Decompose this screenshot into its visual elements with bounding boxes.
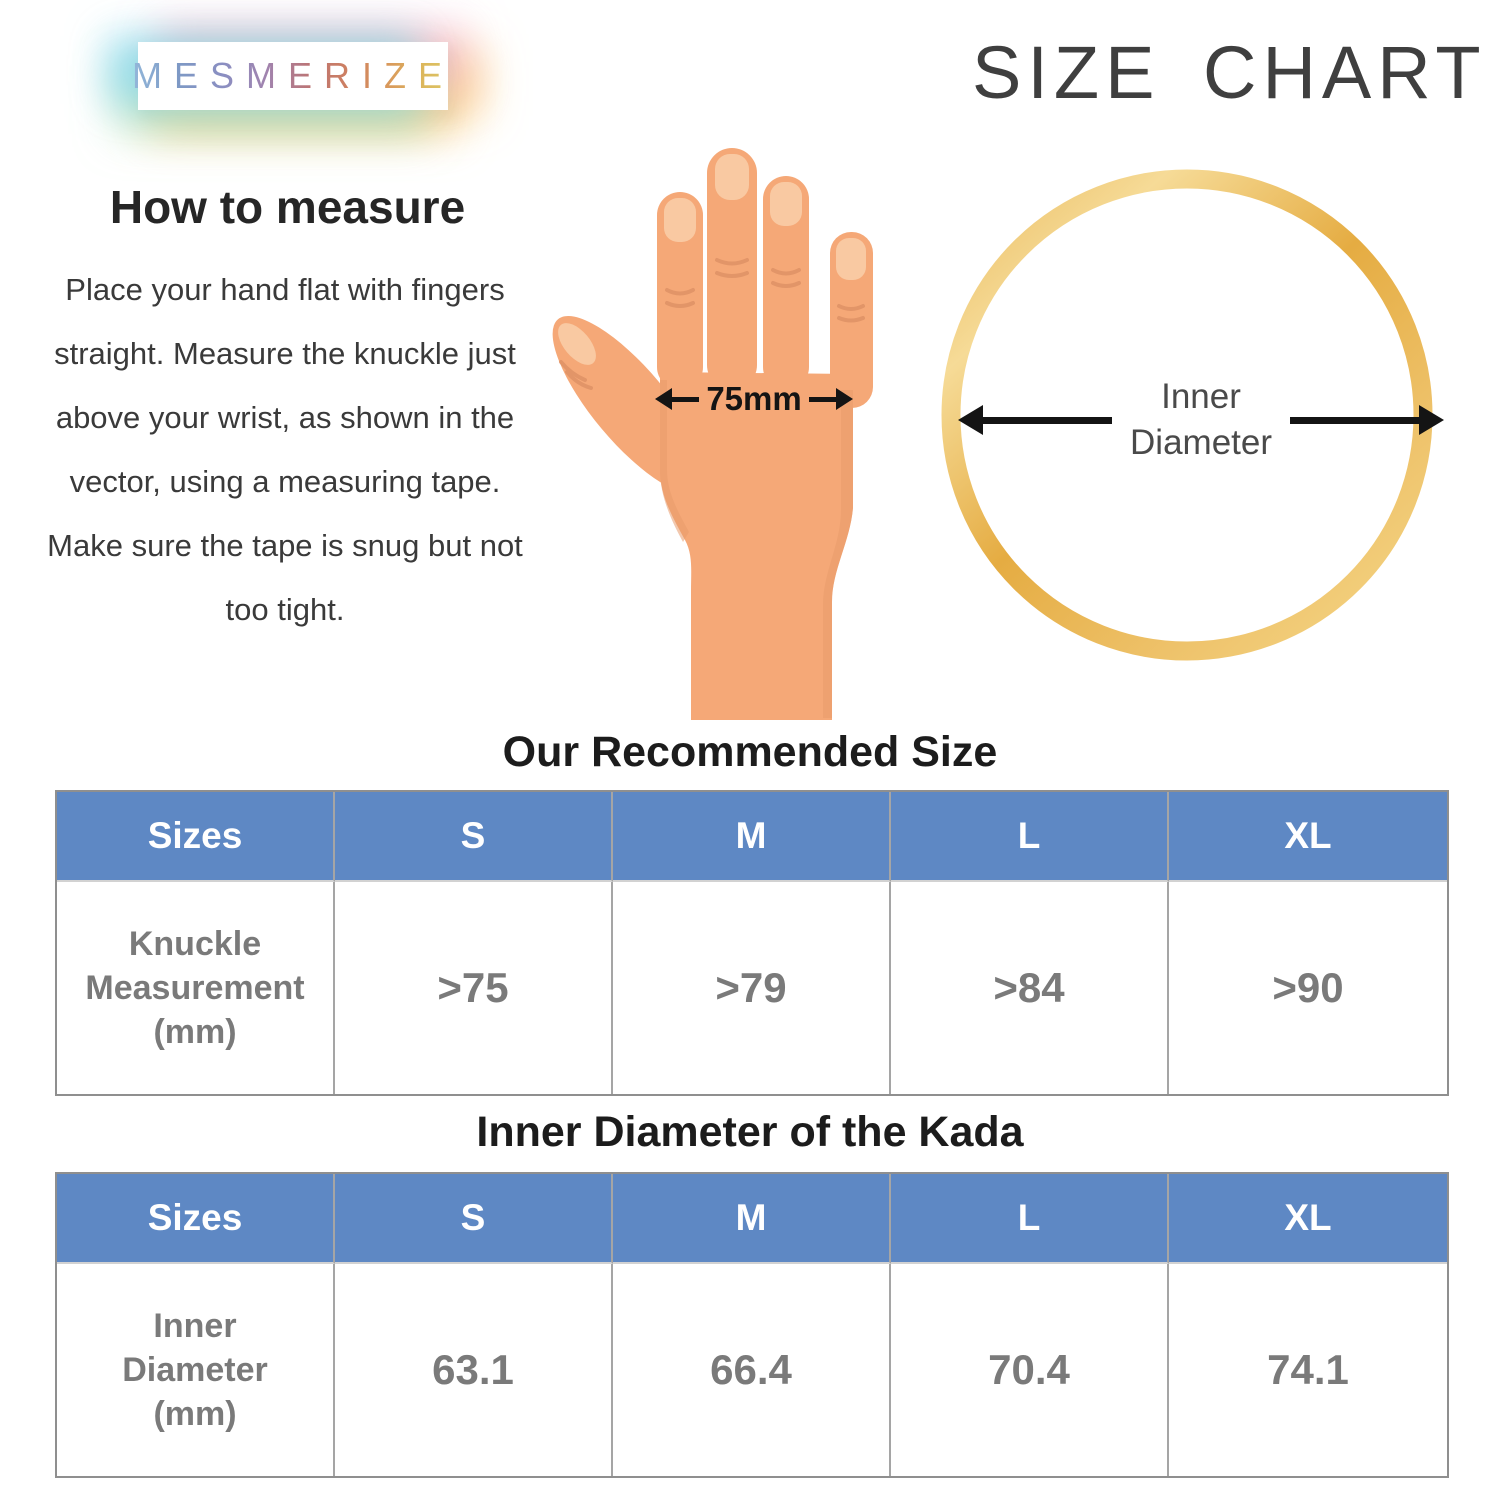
column-header: L [891, 1174, 1169, 1264]
table-cell: 70.4 [891, 1264, 1169, 1476]
hand-nails [558, 154, 866, 365]
inner-diameter-title: Inner Diameter of the Kada [476, 1108, 1024, 1156]
column-header: S [335, 1174, 613, 1264]
column-header: M [613, 792, 891, 882]
brand-logo-text: MESMERIZE [132, 55, 455, 96]
inner-diameter-label: Inner Diameter [1130, 377, 1272, 462]
knuckle-width-label: 75mm [706, 380, 802, 417]
table-cell: 66.4 [613, 1264, 891, 1476]
row-label: Inner Diameter (mm) [57, 1264, 335, 1476]
table-cell: >79 [613, 882, 891, 1094]
table-cell: >75 [335, 882, 613, 1094]
column-header: L [891, 792, 1169, 882]
column-header: XL [1169, 792, 1447, 882]
brand-logo: MESMERIZE [132, 42, 448, 110]
column-header: XL [1169, 1174, 1447, 1264]
arrow-right-icon [836, 388, 854, 410]
column-header: Sizes [57, 1174, 335, 1264]
recommended-size-title: Our Recommended Size [502, 728, 998, 776]
row-label: Knuckle Measurement (mm) [57, 882, 335, 1094]
column-header: Sizes [57, 792, 335, 882]
inner-diameter-table: Sizes S M L XL Inner Diameter (mm) 63.1 … [55, 1172, 1449, 1478]
page-title: SIZE CHART [972, 31, 1487, 114]
column-header: M [613, 1174, 891, 1264]
how-to-measure-heading: How to measure [109, 181, 466, 233]
arrow-left-icon [655, 388, 672, 410]
table-cell: >84 [891, 882, 1169, 1094]
table-cell: 63.1 [335, 1264, 613, 1476]
arrow-right-icon [1419, 405, 1445, 435]
hand-illustration [552, 148, 873, 720]
hand-shading [660, 380, 853, 718]
recommended-size-table: Sizes S M L XL Knuckle Measurement (mm) … [55, 790, 1449, 1096]
table-cell: 74.1 [1267, 1346, 1349, 1393]
column-header: S [335, 792, 613, 882]
inner-diameter-arrow: Inner Diameter [958, 372, 1445, 468]
arrow-left-icon [958, 405, 983, 435]
knuckle-measurement-arrow: 75mm [655, 379, 854, 419]
table-cell: >90 [1272, 964, 1344, 1011]
hand-creases [559, 258, 865, 390]
how-to-measure-text: Place your hand flat with fingers straig… [47, 272, 523, 627]
